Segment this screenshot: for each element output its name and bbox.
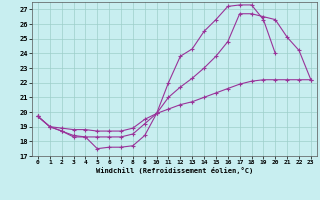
- X-axis label: Windchill (Refroidissement éolien,°C): Windchill (Refroidissement éolien,°C): [96, 167, 253, 174]
